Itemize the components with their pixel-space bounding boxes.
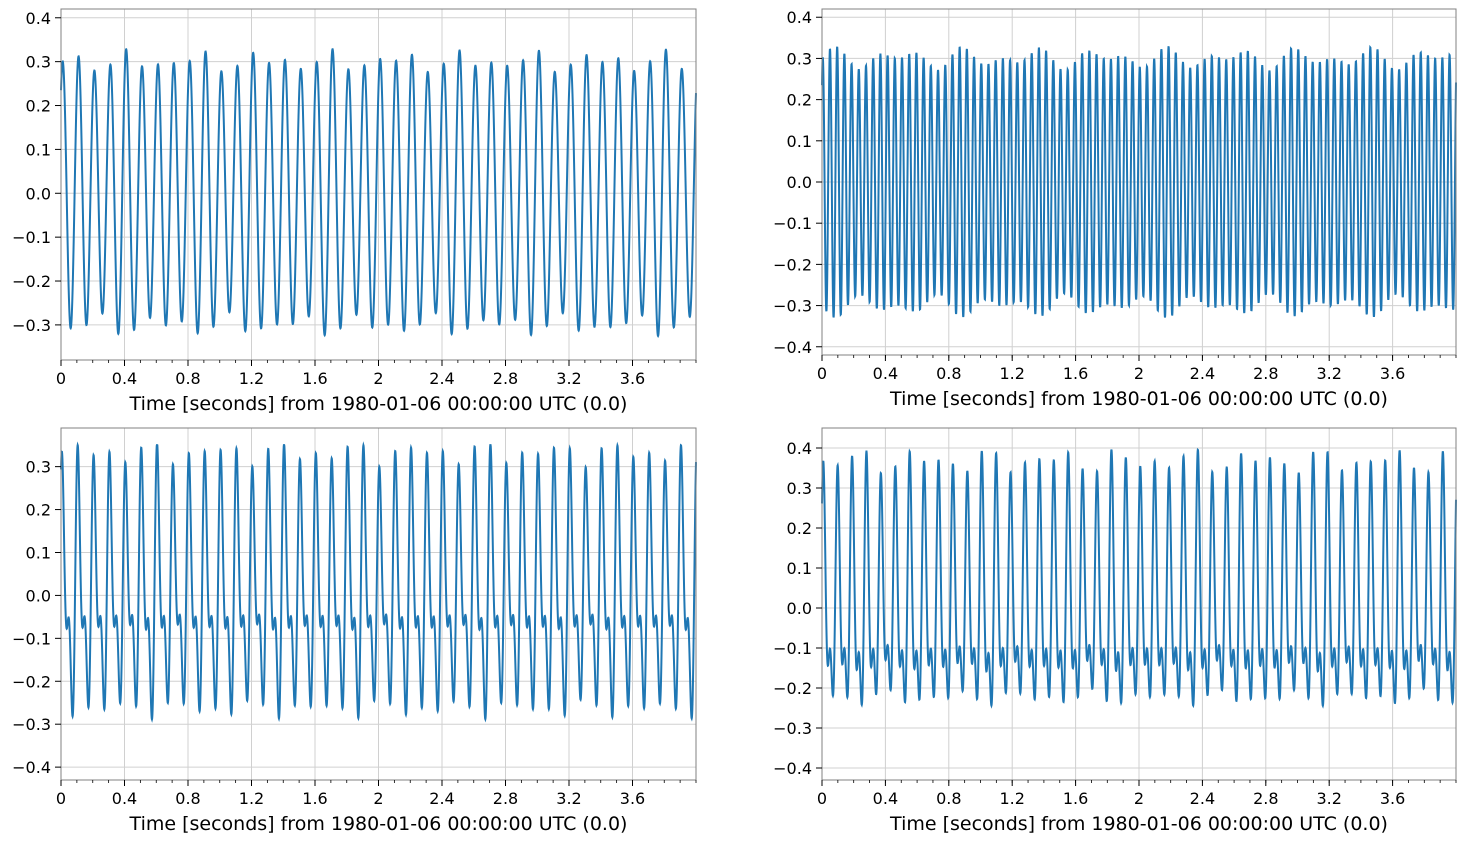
y-tick-label: −0.2	[773, 679, 812, 698]
x-tick-label: 1.6	[1063, 789, 1088, 808]
x-tick-label: 3.2	[1316, 364, 1341, 383]
x-tick-label: 2.4	[429, 789, 454, 808]
x-tick-label: 3.2	[1316, 789, 1341, 808]
x-tick-label: 1.2	[239, 789, 264, 808]
y-tick-label: 0.2	[26, 97, 51, 116]
y-tick-label: 0.4	[787, 8, 812, 27]
y-tick-label: 0.3	[787, 479, 812, 498]
y-tick-label: −0.2	[12, 672, 51, 691]
x-tick-label: 3.6	[620, 789, 645, 808]
chart-panel-2: 0 0.4 0.8 1.2 1.6 2 2.4 2.8 3.2 3.6 −0.4 −0.3 −0.2 −0…	[773, 8, 1457, 410]
y-tick-label: 0.3	[26, 53, 51, 72]
y-tick-label: −0.3	[773, 719, 812, 738]
y-tick-label: 0.2	[787, 91, 812, 110]
y-tick-label: 0.4	[787, 439, 812, 458]
y-tick-label: −0.1	[12, 228, 51, 247]
x-tick-label: 0	[817, 789, 827, 808]
x-tick-label: 0.8	[175, 369, 200, 388]
x-tick-label: 2.8	[1253, 364, 1278, 383]
x-tick-label: 1.2	[239, 369, 264, 388]
x-tick-label: 1.2	[999, 789, 1024, 808]
x-tick-label: 3.6	[620, 369, 645, 388]
x-tick-label: 0.4	[112, 369, 137, 388]
y-tick-label: 0.3	[787, 49, 812, 68]
x-tick-label: 1.6	[302, 369, 327, 388]
y-tick-label: −0.4	[773, 338, 812, 357]
x-tick-label: 0.4	[873, 789, 898, 808]
series-line	[60, 48, 697, 338]
x-tick-label: 0.8	[936, 364, 961, 383]
x-axis-label: Time [seconds] from 1980-01-06 00:00:00 …	[889, 813, 1388, 835]
y-tick-label: −0.3	[12, 715, 51, 734]
x-tick-label: 3.6	[1380, 364, 1405, 383]
y-tick-label: 0.4	[26, 9, 51, 28]
y-tick-label: −0.1	[773, 214, 812, 233]
chart-panel-4: 0 0.4 0.8 1.2 1.6 2 2.4 2.8 3.2 3.6 −0.4 −0.3 −0.2 −0…	[773, 427, 1457, 835]
y-tick-label: 0.1	[26, 543, 51, 562]
x-tick-label: 2	[373, 369, 383, 388]
x-axis-label: Time [seconds] from 1980-01-06 00:00:00 …	[129, 393, 628, 415]
chart-panel-3: 0 0.4 0.8 1.2 1.6 2 2.4 2.8 3.2 3.6 −0.4 −0.3 −0.2 −0…	[12, 427, 697, 835]
x-axis-label: Time [seconds] from 1980-01-06 00:00:00 …	[129, 813, 628, 835]
y-tick-label: 0.2	[787, 519, 812, 538]
x-tick-label: 1.6	[1063, 364, 1088, 383]
y-tick-label: 0.1	[787, 559, 812, 578]
chart-panel-1: 0 0.4 0.8 1.2 1.6 2 2.4 2.8 3.2 3.6 −0.3 −0.2 −0.1 0.…	[12, 8, 697, 415]
x-tick-label: 0.8	[175, 789, 200, 808]
x-tick-label: 0.4	[873, 364, 898, 383]
y-tick-label: −0.1	[12, 629, 51, 648]
x-tick-label: 2.8	[493, 789, 518, 808]
y-tick-label: −0.3	[773, 297, 812, 316]
x-tick-label: 2.8	[493, 369, 518, 388]
y-tick-label: 0.2	[26, 501, 51, 520]
x-tick-label: 2.4	[1190, 364, 1215, 383]
x-tick-label: 0.4	[112, 789, 137, 808]
x-tick-label: 3.2	[556, 369, 581, 388]
x-tick-label: 0.8	[936, 789, 961, 808]
y-tick-label: 0.3	[26, 458, 51, 477]
series-line	[60, 441, 697, 723]
x-tick-label: 2.4	[429, 369, 454, 388]
x-tick-label: 3.6	[1380, 789, 1405, 808]
series-line	[821, 447, 1457, 709]
y-tick-label: 0.0	[26, 184, 51, 203]
x-tick-label: 0	[817, 364, 827, 383]
y-tick-label: −0.2	[12, 272, 51, 291]
series-line	[821, 44, 1457, 318]
y-tick-label: −0.1	[773, 639, 812, 658]
x-tick-label: 2	[1134, 364, 1144, 383]
y-tick-label: −0.3	[12, 316, 51, 335]
y-tick-label: 0.1	[26, 140, 51, 159]
y-tick-label: 0.0	[787, 599, 812, 618]
x-axis-label: Time [seconds] from 1980-01-06 00:00:00 …	[889, 388, 1388, 410]
x-tick-label: 0	[56, 789, 66, 808]
x-tick-label: 3.2	[556, 789, 581, 808]
x-tick-label: 2	[1134, 789, 1144, 808]
y-tick-label: −0.2	[773, 255, 812, 274]
x-tick-label: 2.4	[1190, 789, 1215, 808]
x-tick-label: 0	[56, 369, 66, 388]
y-tick-label: −0.4	[12, 758, 51, 777]
x-tick-label: 2.8	[1253, 789, 1278, 808]
x-tick-label: 1.6	[302, 789, 327, 808]
y-tick-label: 0.0	[787, 173, 812, 192]
y-tick-label: 0.1	[787, 132, 812, 151]
y-tick-label: 0.0	[26, 586, 51, 605]
x-tick-label: 2	[373, 789, 383, 808]
y-tick-label: −0.4	[773, 759, 812, 778]
x-tick-label: 1.2	[999, 364, 1024, 383]
